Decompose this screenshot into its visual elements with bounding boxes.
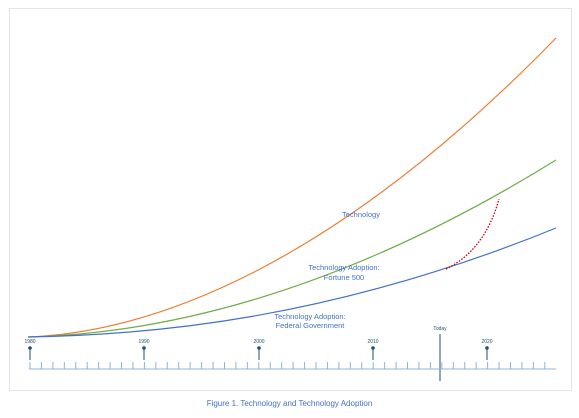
technology-curve: [27, 37, 557, 338]
fortune500-label-line2: Fortune 500: [324, 273, 364, 282]
year-marker-2010: 2010: [367, 339, 379, 360]
year-marker-2020: 2020: [481, 339, 493, 360]
year-marker-2000: 2000: [253, 339, 265, 360]
year-markers: 1980 1990 2000 2010 2020: [24, 339, 493, 360]
year-label-2000: 2000: [253, 339, 264, 345]
year-label-2020: 2020: [481, 339, 492, 345]
figure-frame: [9, 8, 572, 391]
timeline-ticks: [29, 362, 546, 369]
year-marker-1990: 1990: [138, 339, 150, 360]
federal-label-line2: Federal Government: [276, 321, 346, 330]
federal-government-curve: [27, 227, 557, 338]
technology-label: Technology: [342, 210, 380, 219]
year-label-1980: 1980: [24, 339, 35, 345]
today-label: Today: [433, 326, 447, 332]
figure-caption: Figure 1. Technology and Technology Adop…: [206, 399, 373, 408]
federal-label-line1: Technology Adoption:: [274, 312, 345, 321]
adoption-gap-curve: [445, 198, 500, 270]
year-marker-1980: 1980: [24, 339, 36, 360]
fortune500-curve: [27, 159, 557, 338]
year-label-2010: 2010: [367, 339, 378, 345]
fortune500-label-line1: Technology Adoption:: [308, 263, 379, 272]
timeline: 1980 1990 2000 2010 2020: [24, 339, 556, 370]
year-label-1990: 1990: [138, 339, 149, 345]
